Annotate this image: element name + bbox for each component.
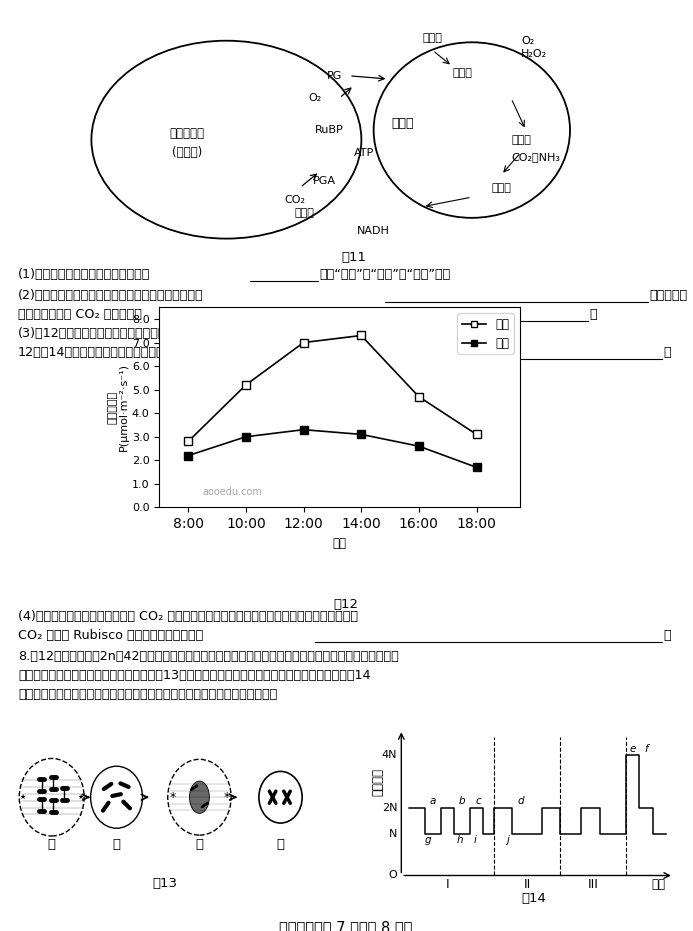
Text: aooedu.com: aooedu.com xyxy=(202,488,263,497)
Text: RuBP: RuBP xyxy=(315,125,344,135)
Text: 图13: 图13 xyxy=(152,877,177,890)
Text: 8.（12分）大熊猫（2n／42）是国家一级保护动物，数量稀少。某科研小组利用大熊猫睾丸为材料，进行: 8.（12分）大熊猫（2n／42）是国家一级保护动物，数量稀少。某科研小组利用大… xyxy=(18,650,398,663)
Text: 乙醉酸: 乙醉酸 xyxy=(453,68,472,78)
缺水 xyxy=(184,436,193,447)
Text: 。: 。 xyxy=(589,308,597,321)
Text: CO₂ 浓缩在 Rubisco 周围。该机制的意义是: CO₂ 浓缩在 Rubisco 周围。该机制的意义是 xyxy=(18,629,203,642)
Text: 生物试题　第 7 页（共 8 页）: 生物试题 第 7 页（共 8 页） xyxy=(279,920,413,931)
Y-axis label: 光呼吸速率
P(μmol·m⁻²·s⁻¹): 光呼吸速率 P(μmol·m⁻²·s⁻¹) xyxy=(107,363,129,452)
Legend: 缺水, 对照: 缺水, 对照 xyxy=(457,313,514,355)
对照 xyxy=(242,431,250,442)
Text: III: III xyxy=(588,878,599,891)
Text: d: d xyxy=(517,796,524,806)
Text: 12点到14点左右光呼吸速率最高的原因是: 12点到14点左右光呼吸速率最高的原因是 xyxy=(18,346,173,359)
Text: (2)从能量代谢分析，光呼吸与有氧呼吸最大的区别是: (2)从能量代谢分析，光呼吸与有氧呼吸最大的区别是 xyxy=(18,289,204,302)
Text: 光呼吸: 光呼吸 xyxy=(392,117,414,130)
Text: PG: PG xyxy=(326,71,342,81)
Text: ★: ★ xyxy=(77,794,83,801)
Text: 染色体数: 染色体数 xyxy=(371,767,384,796)
Text: f: f xyxy=(644,744,648,754)
Text: 图12: 图12 xyxy=(333,598,358,611)
Text: II: II xyxy=(523,878,531,891)
X-axis label: 时间: 时间 xyxy=(333,536,346,549)
缺水 xyxy=(414,391,423,402)
Text: i: i xyxy=(474,835,477,845)
Text: NADH: NADH xyxy=(357,226,390,236)
Text: b: b xyxy=(459,796,466,806)
Text: j: j xyxy=(506,835,509,845)
Text: CO₂、NH₃: CO₂、NH₃ xyxy=(511,153,560,162)
Text: H₂O₂: H₂O₂ xyxy=(521,48,547,59)
Text: O₂: O₂ xyxy=(308,93,322,103)
缺水 xyxy=(357,330,365,341)
Text: 丁: 丁 xyxy=(277,838,285,851)
Text: 卡尔文循环: 卡尔文循环 xyxy=(170,127,204,140)
Text: 。植物光合: 。植物光合 xyxy=(649,289,687,302)
Text: 丝氨酸: 丝氨酸 xyxy=(491,182,511,193)
Text: 时间: 时间 xyxy=(651,878,665,891)
Text: (3)图12是在不同供水条件下小麦灌浆中期叶片光呼吸速率的日变化曲线，由图12分析缺水组在: (3)图12是在不同供水条件下小麦灌浆中期叶片光呼吸速率的日变化曲线，由图12分… xyxy=(18,327,358,340)
缺水 xyxy=(473,429,481,440)
Text: e: e xyxy=(630,744,636,754)
Text: 图14: 图14 xyxy=(521,893,546,906)
缺水 xyxy=(242,379,250,390)
Text: h: h xyxy=(456,835,463,845)
Text: ATP: ATP xyxy=(354,148,374,157)
Text: ★: ★ xyxy=(20,794,26,801)
Text: (1)氧气浓度升高时，葡萄糖生成量会: (1)氧气浓度升高时，葡萄糖生成量会 xyxy=(18,268,150,281)
对照 xyxy=(414,440,423,452)
Text: g: g xyxy=(424,835,431,845)
对照 xyxy=(299,425,308,436)
Text: 作用时所固定的 CO₂ 来源可能有: 作用时所固定的 CO₂ 来源可能有 xyxy=(18,308,142,321)
Text: PGA: PGA xyxy=(313,176,336,186)
Text: （填“上升”、“下降”或“不变”）。: （填“上升”、“下降”或“不变”）。 xyxy=(319,268,450,281)
Text: 甲: 甲 xyxy=(48,838,55,851)
Text: 2N: 2N xyxy=(382,803,397,813)
Text: 细胞分裂实验并绘制了相关示意图，其中图13表示细胞分裂的部分过程（仅显示部分染色体），图14: 细胞分裂实验并绘制了相关示意图，其中图13表示细胞分裂的部分过程（仅显示部分染色… xyxy=(18,669,371,682)
Text: 甘氨酸: 甘氨酸 xyxy=(511,135,531,145)
Text: O: O xyxy=(389,870,397,881)
Text: *: * xyxy=(169,790,175,803)
Text: 乙: 乙 xyxy=(112,838,121,851)
Text: O₂: O₂ xyxy=(521,36,534,46)
Text: 4N: 4N xyxy=(382,750,397,761)
Text: (4)科学研究发现在某植物中存在 CO₂ 浓缩机制：叶肉细胞中产生一种特殊的蛋白质微室，能将: (4)科学研究发现在某植物中存在 CO₂ 浓缩机制：叶肉细胞中产生一种特殊的蛋白… xyxy=(18,610,358,623)
Ellipse shape xyxy=(190,781,209,814)
Text: N: N xyxy=(389,829,397,839)
Text: (暗反应): (暗反应) xyxy=(172,146,202,159)
对照 xyxy=(473,462,481,473)
Text: c: c xyxy=(475,796,481,806)
对照 xyxy=(357,429,365,440)
缺水 xyxy=(299,337,308,348)
Text: a: a xyxy=(430,796,437,806)
Text: 甘油酸: 甘油酸 xyxy=(295,209,315,218)
Text: 。: 。 xyxy=(663,629,671,642)
Text: 丙: 丙 xyxy=(195,838,204,851)
Text: CO₂: CO₂ xyxy=(285,196,306,206)
Text: 表示正常分裂过程中不同时期细胞内染色体数的变化曲线。请回答下列问题：: 表示正常分裂过程中不同时期细胞内染色体数的变化曲线。请回答下列问题： xyxy=(18,688,277,701)
Text: 乙醇酸: 乙醇酸 xyxy=(423,33,443,43)
对照 xyxy=(184,450,193,461)
Text: 图11: 图11 xyxy=(342,251,367,264)
Line: 对照: 对照 xyxy=(184,425,480,471)
Text: 。: 。 xyxy=(663,346,671,359)
Text: I: I xyxy=(446,878,450,891)
Text: *: * xyxy=(223,790,229,803)
Line: 缺水: 缺水 xyxy=(184,331,480,445)
